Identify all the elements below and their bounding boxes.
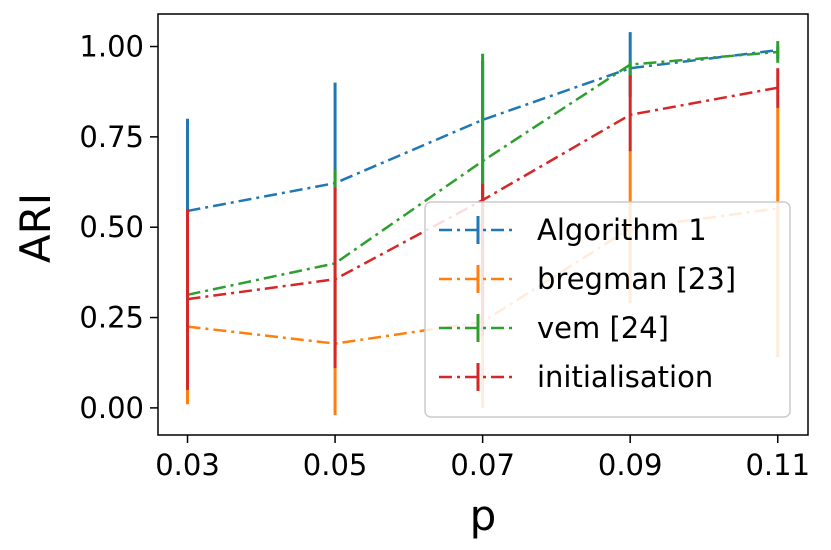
x-tick-label: 0.07 bbox=[450, 448, 515, 482]
legend: Algorithm 1 bregman [23] vem [24] initialis… bbox=[424, 201, 791, 418]
series-line-vem-24 bbox=[187, 50, 778, 297]
legend-entry-initialisation: initialisation bbox=[439, 360, 713, 394]
y-tick-label: 0.50 bbox=[79, 210, 144, 244]
series-line-initialisation bbox=[187, 86, 778, 301]
x-tick-label: 0.05 bbox=[303, 448, 368, 482]
legend-label-initialisation: initialisation bbox=[537, 360, 713, 394]
legend-label-algorithm-1: Algorithm 1 bbox=[537, 213, 707, 247]
y-tick-label: 0.00 bbox=[79, 391, 144, 425]
legend-label-bregman-23: bregman [23] bbox=[537, 262, 736, 296]
x-tick-label: 0.09 bbox=[598, 448, 663, 482]
legend-frame bbox=[424, 201, 791, 418]
legend-entry-bregman-23: bregman [23] bbox=[439, 262, 736, 296]
legend-entry-algorithm-1: Algorithm 1 bbox=[439, 213, 707, 247]
legend-entry-vem-24: vem [24] bbox=[439, 311, 669, 345]
y-tick-label: 0.75 bbox=[79, 120, 144, 154]
x-axis: 0.03 0.05 0.07 0.09 0.11 bbox=[155, 435, 810, 482]
x-tick-label: 0.03 bbox=[155, 448, 220, 482]
legend-label-vem-24: vem [24] bbox=[537, 311, 669, 345]
y-axis-label: ARI bbox=[11, 193, 60, 263]
y-tick-label: 0.25 bbox=[79, 301, 144, 335]
y-axis: 0.00 0.25 0.50 0.75 1.00 bbox=[79, 30, 158, 425]
y-tick-label: 1.00 bbox=[79, 30, 144, 64]
x-tick-label: 0.11 bbox=[745, 448, 810, 482]
x-axis-label: p bbox=[470, 491, 497, 540]
